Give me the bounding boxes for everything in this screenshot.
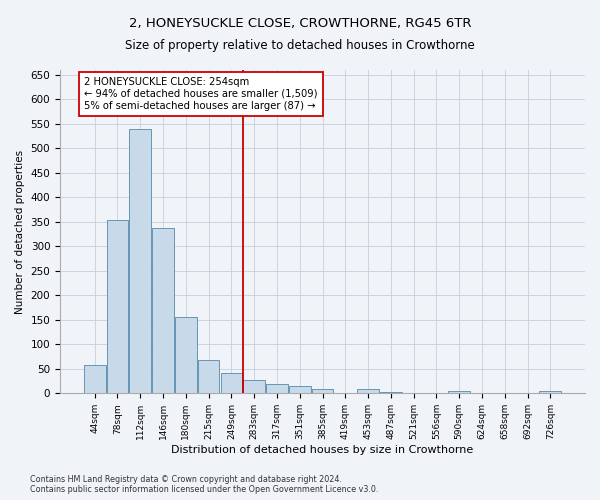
- Bar: [448, 392, 470, 394]
- Bar: [539, 392, 561, 394]
- Bar: [198, 360, 220, 394]
- Bar: [244, 380, 265, 394]
- Bar: [266, 384, 288, 394]
- Bar: [152, 228, 174, 394]
- Text: 2, HONEYSUCKLE CLOSE, CROWTHORNE, RG45 6TR: 2, HONEYSUCKLE CLOSE, CROWTHORNE, RG45 6…: [129, 18, 471, 30]
- Bar: [289, 386, 311, 394]
- Bar: [221, 373, 242, 394]
- Text: 2 HONEYSUCKLE CLOSE: 254sqm
← 94% of detached houses are smaller (1,509)
5% of s: 2 HONEYSUCKLE CLOSE: 254sqm ← 94% of det…: [85, 78, 318, 110]
- X-axis label: Distribution of detached houses by size in Crowthorne: Distribution of detached houses by size …: [172, 445, 473, 455]
- Text: Contains HM Land Registry data © Crown copyright and database right 2024.: Contains HM Land Registry data © Crown c…: [30, 475, 342, 484]
- Bar: [311, 390, 334, 394]
- Bar: [357, 389, 379, 394]
- Bar: [84, 366, 106, 394]
- Bar: [175, 318, 197, 394]
- Text: Size of property relative to detached houses in Crowthorne: Size of property relative to detached ho…: [125, 39, 475, 52]
- Text: Contains public sector information licensed under the Open Government Licence v3: Contains public sector information licen…: [30, 485, 379, 494]
- Bar: [130, 129, 151, 394]
- Bar: [380, 392, 401, 394]
- Y-axis label: Number of detached properties: Number of detached properties: [15, 150, 25, 314]
- Bar: [107, 220, 128, 394]
